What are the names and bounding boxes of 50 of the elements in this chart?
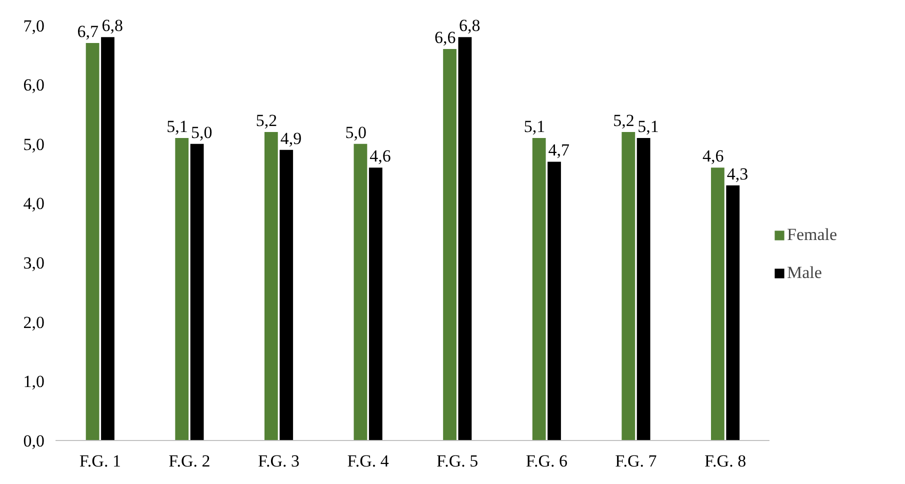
data-label: 6,8 bbox=[102, 16, 123, 36]
x-tick-label: F.G. 5 bbox=[436, 452, 478, 470]
legend-label: Male bbox=[787, 263, 822, 283]
data-label: 4,6 bbox=[702, 146, 724, 166]
data-label: 5,2 bbox=[613, 111, 634, 130]
bar bbox=[636, 138, 650, 440]
data-label: 4,3 bbox=[726, 164, 748, 184]
bar bbox=[710, 168, 724, 440]
y-tick-label: 1,0 bbox=[23, 372, 44, 392]
x-tick-label: F.G. 6 bbox=[526, 452, 568, 470]
bar bbox=[368, 168, 382, 440]
x-tick-label: F.G. 1 bbox=[79, 452, 121, 470]
data-label: 4,6 bbox=[370, 146, 391, 166]
data-label: 4,7 bbox=[548, 140, 570, 160]
data-label: 6,6 bbox=[434, 28, 456, 47]
legend-label: Female bbox=[787, 225, 838, 245]
data-label: 6,7 bbox=[77, 22, 100, 42]
data-label: 5,1 bbox=[524, 116, 546, 136]
bar bbox=[86, 43, 100, 440]
y-tick-label: 7,0 bbox=[23, 16, 44, 36]
bar bbox=[354, 144, 368, 440]
bar bbox=[190, 144, 204, 440]
data-label: 5,1 bbox=[638, 116, 659, 136]
x-tick-label: F.G. 8 bbox=[704, 452, 746, 470]
bar bbox=[726, 185, 740, 440]
y-tick-label: 2,0 bbox=[23, 312, 44, 332]
bar bbox=[532, 138, 546, 440]
y-tick-label: 6,0 bbox=[23, 76, 44, 95]
data-label: 6,8 bbox=[458, 16, 480, 36]
bar bbox=[264, 132, 278, 440]
bar bbox=[622, 132, 636, 440]
bar bbox=[548, 162, 561, 440]
bar bbox=[458, 37, 472, 440]
data-label: 5,1 bbox=[166, 116, 188, 136]
y-tick-label: 0,0 bbox=[23, 432, 44, 450]
data-label: 5,2 bbox=[256, 111, 278, 130]
bar bbox=[280, 150, 294, 440]
data-label: 5,0 bbox=[191, 122, 212, 142]
x-tick-label: F.G. 3 bbox=[258, 452, 300, 470]
x-tick-label: F.G. 7 bbox=[615, 452, 658, 470]
bar bbox=[175, 138, 189, 440]
x-tick-label: F.G. 2 bbox=[168, 452, 210, 470]
data-label: 4,9 bbox=[280, 128, 302, 148]
bar bbox=[101, 37, 114, 440]
y-tick-label: 4,0 bbox=[23, 194, 44, 214]
x-tick-label: F.G. 4 bbox=[347, 452, 390, 470]
bar bbox=[443, 48, 456, 440]
y-tick-label: 5,0 bbox=[23, 134, 44, 154]
y-tick-label: 3,0 bbox=[23, 254, 44, 273]
data-label: 5,0 bbox=[345, 122, 366, 142]
